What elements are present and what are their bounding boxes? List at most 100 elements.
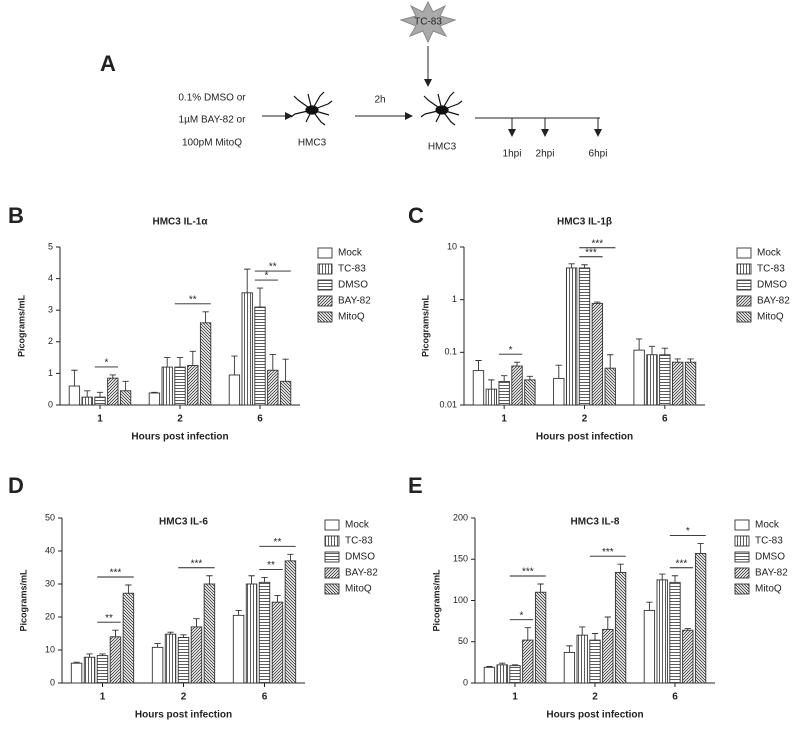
y-tick-label: 5 <box>48 241 53 251</box>
treatment: 0.1% DMSO or <box>178 93 246 104</box>
interval-label: 2h <box>374 95 385 106</box>
timepoint: 2hpi <box>536 149 555 160</box>
x-tick-label: 1 <box>97 414 103 425</box>
error-bar <box>151 391 158 393</box>
significance-label: ** <box>269 262 277 273</box>
bar <box>203 583 216 684</box>
error-bar <box>684 628 691 631</box>
error-bar <box>99 653 106 656</box>
chart-panel: B HMC3 IL-1α Picograms/mL Hours post infect… <box>8 203 371 443</box>
legend-label: Mock <box>757 248 782 259</box>
error-bar <box>486 666 493 668</box>
treatment: 100pM MitoQ <box>182 138 242 149</box>
bar <box>576 634 588 684</box>
bar <box>148 392 161 406</box>
bar <box>241 292 253 406</box>
y-axis-label: Picograms/mL <box>431 569 441 632</box>
x-tick-label: 6 <box>262 692 268 703</box>
x-tick-label: 1 <box>100 692 106 703</box>
error-bar <box>566 645 573 653</box>
significance-label: * <box>104 358 108 369</box>
legend-label: MitoQ <box>755 584 782 595</box>
legend-label: TC-83 <box>345 536 373 547</box>
significance-label: * <box>686 526 690 537</box>
legend-swatch <box>736 295 752 307</box>
y-tick-label: 50 <box>458 636 468 646</box>
error-bar <box>526 375 534 380</box>
bar <box>659 354 671 406</box>
bar <box>485 388 497 406</box>
error-bar <box>180 634 187 638</box>
bar <box>684 361 697 406</box>
x-tick-label: 2 <box>177 414 183 425</box>
error-bar <box>511 664 519 666</box>
bar <box>563 652 576 684</box>
x-tick-label: 6 <box>257 414 263 425</box>
error-bar <box>261 576 268 583</box>
bar <box>578 267 591 406</box>
error-bar <box>581 264 588 268</box>
y-axis-label: Picograms/mL <box>18 569 28 632</box>
y-tick-label: 1 <box>452 294 457 304</box>
error-bar <box>674 358 681 363</box>
virus-burst <box>399 0 457 44</box>
bar <box>669 581 681 684</box>
y-tick-label: 10 <box>45 644 55 654</box>
error-bar <box>86 653 93 658</box>
bar <box>151 646 164 684</box>
legend-swatch <box>324 551 340 563</box>
bar <box>498 380 510 406</box>
panel-label: A <box>100 51 116 76</box>
legend-label: DMSO <box>755 552 785 563</box>
bar <box>483 666 496 684</box>
error-bar <box>244 268 251 293</box>
legend-label: BAY-82 <box>338 296 371 307</box>
error-bar <box>648 345 656 355</box>
y-tick-label: 4 <box>48 273 53 283</box>
legend-swatch <box>317 311 333 323</box>
bar <box>267 369 279 406</box>
y-tick-label: 1 <box>48 368 53 378</box>
bar <box>522 639 534 684</box>
legend-label: DMSO <box>345 552 375 563</box>
y-tick-label: 3 <box>48 305 53 315</box>
legend-label: DMSO <box>338 280 368 291</box>
error-bar <box>256 287 264 308</box>
x-axis-label: Hours post infection <box>135 710 232 721</box>
legend-swatch <box>736 311 752 323</box>
bar <box>614 571 627 684</box>
bar <box>109 636 122 684</box>
significance-label: *** <box>592 238 604 249</box>
error-bar <box>193 618 200 627</box>
legend-label: TC-83 <box>757 264 785 275</box>
legend-label: MitoQ <box>338 312 365 323</box>
legend-label: Mock <box>345 520 370 531</box>
error-bar <box>687 358 694 363</box>
error-bar <box>604 616 611 630</box>
significance-label: * <box>519 610 523 621</box>
bar <box>682 629 694 684</box>
bar <box>656 579 668 684</box>
chart-title: HMC3 IL-1α <box>152 217 208 228</box>
legend-swatch <box>317 279 333 291</box>
error-bar <box>109 374 116 379</box>
bar <box>694 553 707 684</box>
legend-label: BAY-82 <box>345 568 378 579</box>
significance-label: ** <box>105 613 113 624</box>
bar <box>199 322 212 406</box>
bar <box>672 361 684 406</box>
error-bar <box>164 357 171 368</box>
bar <box>161 366 173 406</box>
bar <box>279 380 292 406</box>
chart-panel: E HMC3 IL-8 Picograms/mL Hours post infecti… <box>408 473 788 721</box>
legend-swatch <box>317 295 333 307</box>
legend-swatch <box>734 535 750 547</box>
error-bar <box>513 361 521 367</box>
significance-label: ** <box>274 537 282 548</box>
error-bar <box>282 358 289 382</box>
bar <box>190 626 203 684</box>
chart-title: HMC3 IL-6 <box>159 517 208 528</box>
bar <box>68 385 81 406</box>
x-tick-label: 2 <box>582 414 588 425</box>
legend-swatch <box>734 551 750 563</box>
